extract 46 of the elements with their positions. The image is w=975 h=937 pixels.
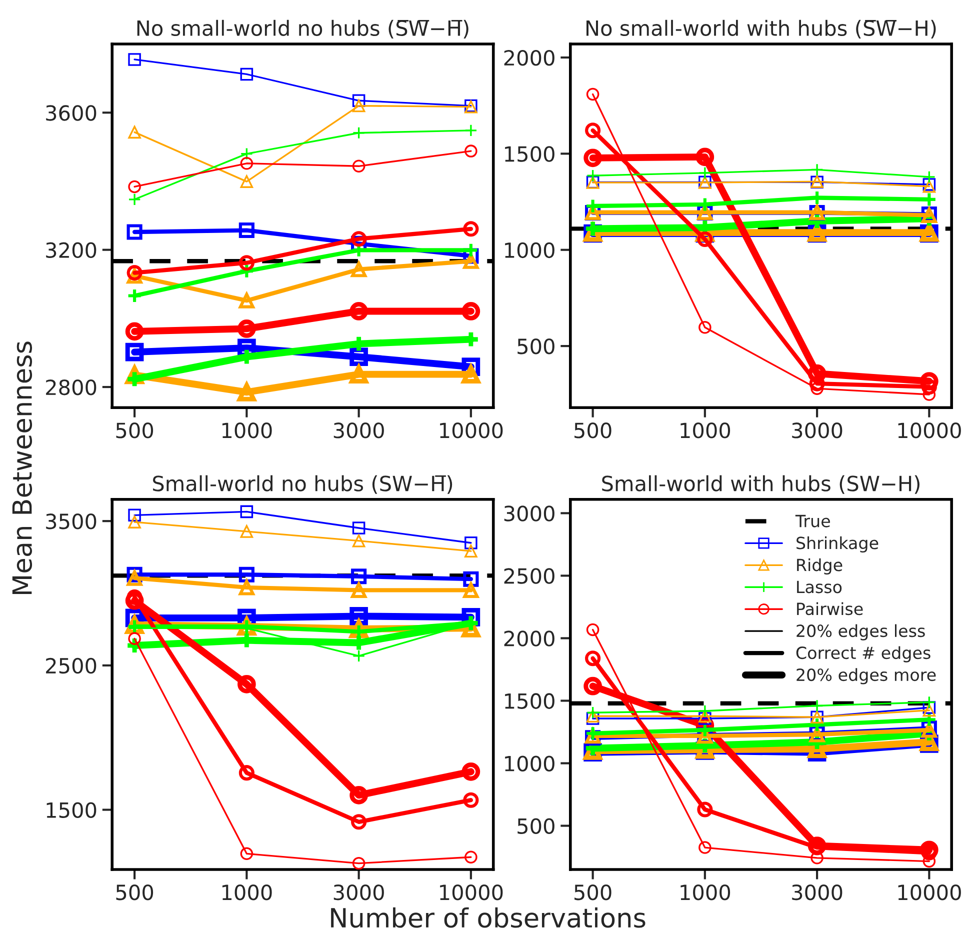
legend-label: Pairwise	[797, 602, 863, 616]
y-axis-title: Mean Betweenness	[12, 342, 32, 594]
chart-title: Small-world with hubs (SW−H)	[602, 475, 920, 494]
y-tick-label: 1500	[46, 802, 96, 818]
y-tick-label: 500	[518, 338, 554, 354]
legend-label: Shrinkage	[796, 536, 878, 553]
x-tick-label: 10000	[440, 422, 503, 438]
x-tick-label: 500	[116, 422, 154, 438]
y-tick-label: 2500	[46, 658, 96, 674]
x-tick-label: 3000	[334, 422, 384, 438]
x-tick-label: 500	[116, 884, 154, 900]
chart-title: Small-world no hubs (SW−H̅)	[152, 475, 452, 494]
legend-label: True	[795, 514, 830, 528]
legend-label: 20% edges more	[796, 668, 936, 684]
x-tick-label: 10000	[898, 884, 961, 900]
x-tick-label: 1000	[222, 422, 272, 438]
legend-label: 20% edges less	[796, 624, 925, 640]
y-tick-label: 1000	[505, 242, 554, 258]
y-tick-label: 3500	[46, 514, 96, 530]
y-tick-label: 3200	[46, 242, 96, 258]
chart-title: No small-world with hubs (S̅W̅−H)	[586, 20, 936, 38]
y-tick-label: 2000	[504, 630, 554, 646]
x-tick-label: 1000	[222, 884, 272, 900]
chart-title: No small-world no hubs (S̅W̅−H̅)	[137, 20, 468, 38]
legend-label: Correct # edges	[796, 646, 930, 662]
legend-label: Lasso	[797, 580, 842, 594]
x-tick-label: 1000	[680, 884, 730, 900]
legend-label: Ridge	[797, 558, 842, 574]
y-tick-label: 500	[518, 818, 554, 834]
x-tick-label: 500	[574, 884, 612, 900]
x-tick-label: 3000	[334, 884, 384, 900]
x-tick-label: 3000	[792, 884, 842, 900]
y-tick-label: 3000	[504, 506, 554, 522]
y-tick-label: 3600	[46, 105, 96, 121]
x-tick-label: 10000	[898, 422, 961, 438]
x-tick-label: 1000	[680, 422, 730, 438]
y-tick-label: 2800	[46, 379, 96, 396]
x-tick-label: 3000	[792, 422, 842, 438]
y-tick-label: 1500	[505, 693, 554, 709]
x-axis-title: Number of observations	[331, 907, 646, 928]
x-tick-label: 10000	[440, 884, 503, 900]
y-tick-label: 1000	[505, 756, 554, 772]
y-tick-label: 1500	[505, 146, 554, 162]
x-tick-label: 500	[574, 422, 612, 438]
y-tick-label: 2000	[504, 50, 554, 66]
y-tick-label: 2500	[504, 568, 554, 584]
